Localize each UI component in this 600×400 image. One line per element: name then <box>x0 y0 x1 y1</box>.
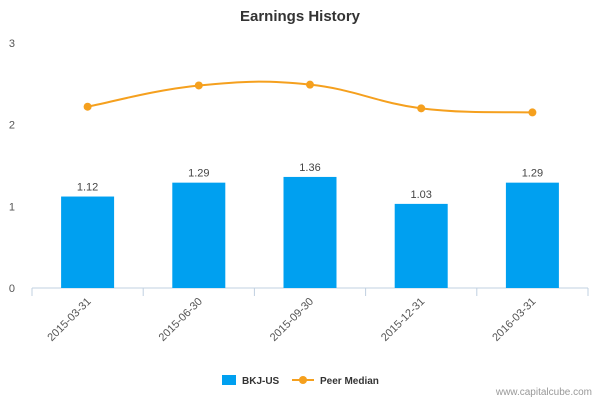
legend-label-bkj-us: BKJ-US <box>242 376 280 387</box>
bar-series <box>61 176 559 288</box>
bar-data-label: 1.36 <box>299 162 320 174</box>
x-tick-label: 2015-03-31 <box>45 296 93 344</box>
y-tick-label: 1 <box>9 201 15 213</box>
x-tick-label: 2015-06-30 <box>157 296 205 344</box>
y-tick-label: 2 <box>9 120 15 132</box>
bar-data-label: 1.29 <box>188 168 209 180</box>
x-tick-label: 2015-12-31 <box>379 296 427 344</box>
x-tick-label: 2015-09-30 <box>268 296 316 344</box>
bar-data-label: 1.29 <box>522 168 543 180</box>
y-tick-label: 0 <box>9 283 15 295</box>
bar <box>283 176 337 288</box>
y-axis: 0 1 2 3 <box>9 38 15 295</box>
bar-data-label: 1.03 <box>410 189 431 201</box>
legend-swatch-bkj-us <box>222 375 236 385</box>
legend-label-peer-median: Peer Median <box>320 376 379 387</box>
line-series <box>83 80 537 117</box>
x-axis: 2015-03-31 2015-06-30 2015-09-30 2015-12-31… <box>31 287 589 344</box>
bar <box>61 196 115 288</box>
bar-data-label: 1.12 <box>77 182 98 194</box>
legend-marker-peer-median <box>299 376 307 384</box>
x-tick-label: 2016-03-31 <box>490 296 538 344</box>
bar <box>172 182 226 288</box>
bar <box>505 182 559 288</box>
watermark-text: www.capitalcube.com <box>495 387 592 398</box>
legend: BKJ-US Peer Median <box>222 375 379 387</box>
line-point <box>417 104 426 113</box>
chart-title: Earnings History <box>240 8 361 25</box>
line-point <box>528 108 537 117</box>
line-point <box>194 81 203 90</box>
bar <box>394 203 448 288</box>
y-tick-label: 3 <box>9 38 15 50</box>
bar-data-labels: 1.12 1.29 1.36 1.03 1.29 <box>77 162 543 201</box>
line-point <box>83 102 92 111</box>
line-point <box>306 80 314 89</box>
